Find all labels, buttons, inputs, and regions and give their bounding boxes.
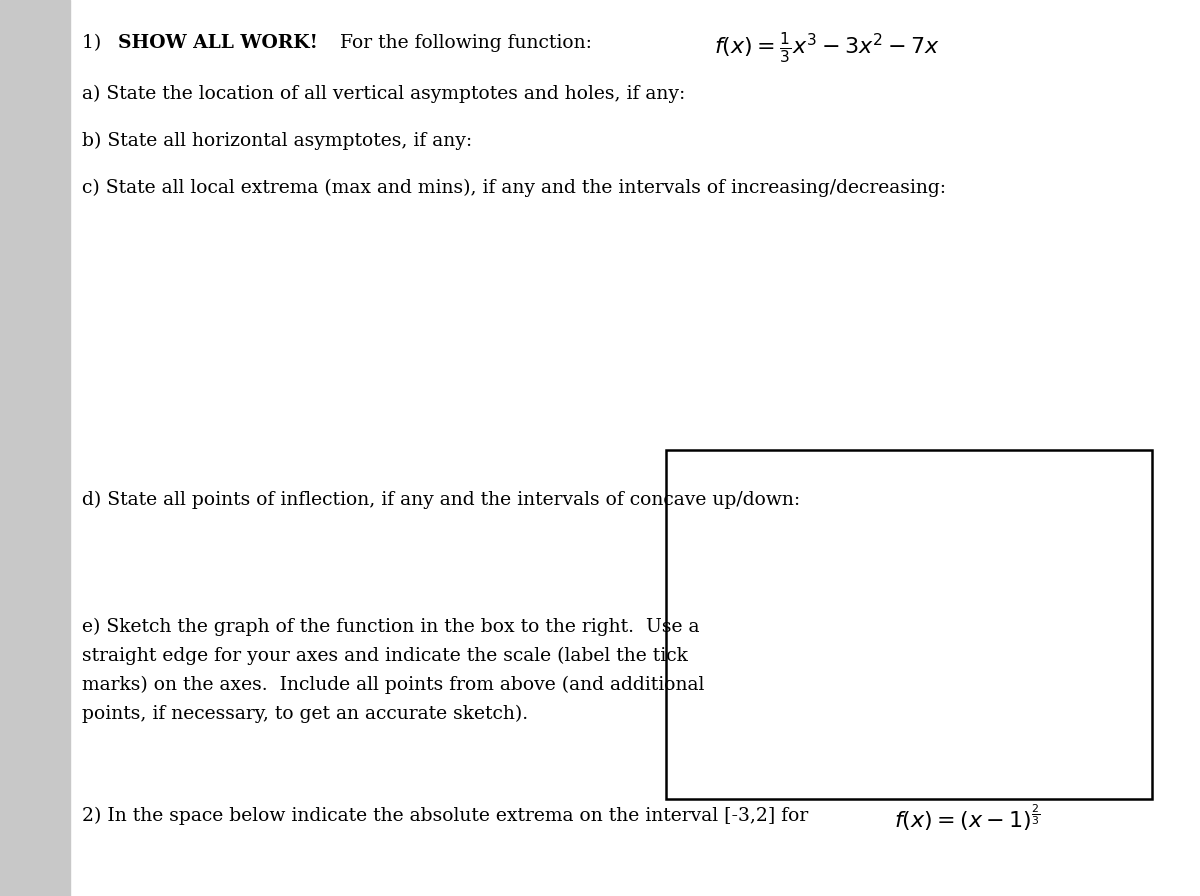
Text: b) State all horizontal asymptotes, if any:: b) State all horizontal asymptotes, if a… bbox=[82, 132, 472, 150]
Text: d) State all points of inflection, if any and the intervals of concave up/down:: d) State all points of inflection, if an… bbox=[82, 491, 799, 509]
Text: e) Sketch the graph of the function in the box to the right.  Use a: e) Sketch the graph of the function in t… bbox=[82, 618, 700, 636]
Bar bbox=[0, 0, 70, 896]
Text: 1): 1) bbox=[82, 34, 107, 52]
Text: 2) In the space below indicate the absolute extrema on the interval [-3,2] for: 2) In the space below indicate the absol… bbox=[82, 806, 814, 824]
Text: SHOW ALL WORK!: SHOW ALL WORK! bbox=[118, 34, 318, 52]
Text: For the following function:: For the following function: bbox=[316, 34, 604, 52]
Text: c) State all local extrema (max and mins), if any and the intervals of increasin: c) State all local extrema (max and mins… bbox=[82, 179, 946, 197]
Bar bbox=[666, 450, 1152, 799]
Text: a) State the location of all vertical asymptotes and holes, if any:: a) State the location of all vertical as… bbox=[82, 85, 685, 103]
Text: straight edge for your axes and indicate the scale (label the tick: straight edge for your axes and indicate… bbox=[82, 647, 688, 665]
Text: $f(x) = (x - 1)^{\frac{2}{3}}$: $f(x) = (x - 1)^{\frac{2}{3}}$ bbox=[894, 803, 1040, 833]
Text: points, if necessary, to get an accurate sketch).: points, if necessary, to get an accurate… bbox=[82, 704, 528, 722]
Text: $f(x) = \frac{1}{3}x^3 - 3x^2 - 7x$: $f(x) = \frac{1}{3}x^3 - 3x^2 - 7x$ bbox=[714, 30, 940, 65]
Text: marks) on the axes.  Include all points from above (and additional: marks) on the axes. Include all points f… bbox=[82, 676, 704, 694]
